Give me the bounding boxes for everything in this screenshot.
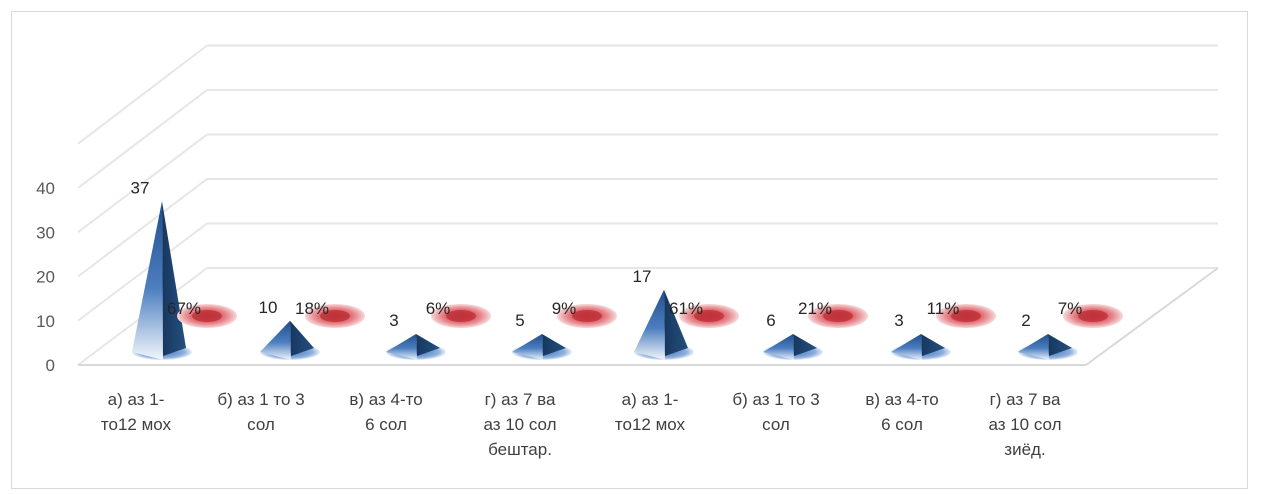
red-data-label: 6% bbox=[426, 299, 451, 318]
y-tick-label: 0 bbox=[46, 356, 55, 375]
x-category-label: в) аз 4-то 6 сол bbox=[865, 390, 938, 434]
gridline-side-5 bbox=[77, 44, 208, 145]
gridline-side-4 bbox=[77, 89, 208, 189]
blue-cone-shade bbox=[1048, 334, 1072, 356]
blue-data-label: 5 bbox=[515, 311, 524, 330]
gridline-side-1 bbox=[77, 222, 208, 322]
blue-cone-shade bbox=[793, 334, 817, 356]
y-tick-label: 40 bbox=[36, 179, 55, 198]
blue-cone bbox=[132, 201, 163, 360]
red-disc-core bbox=[1078, 310, 1108, 322]
x-category-label: г) аз 7 ва аз 10 сол зиёд. bbox=[988, 390, 1061, 459]
x-category-label: г) аз 7 ва аз 10 сол бештар. bbox=[483, 390, 556, 459]
floor-right-edge bbox=[1085, 267, 1219, 366]
red-data-label: 11% bbox=[927, 299, 960, 318]
x-category-label: а) аз 1-то12 мох bbox=[615, 390, 686, 434]
y-tick-label: 20 bbox=[36, 268, 55, 287]
red-data-label: 9% bbox=[552, 299, 577, 318]
red-data-label: 67% bbox=[167, 299, 201, 318]
blue-cone-shade bbox=[290, 320, 314, 356]
blue-cone bbox=[891, 334, 922, 360]
blue-cone-shade bbox=[162, 201, 186, 356]
red-disc-core bbox=[192, 310, 222, 322]
blue-data-label: 10 bbox=[259, 298, 278, 317]
red-disc-core bbox=[320, 310, 350, 322]
blue-data-label: 6 bbox=[766, 311, 775, 330]
blue-data-label: 3 bbox=[389, 311, 398, 330]
red-data-label: 7% bbox=[1058, 299, 1083, 318]
x-category-label: в) аз 4-то 6 сол bbox=[349, 390, 422, 434]
y-tick-label: 30 bbox=[36, 223, 55, 242]
red-data-label: 61% bbox=[669, 299, 703, 318]
blue-cone-shade bbox=[542, 334, 566, 356]
red-disc-core bbox=[694, 310, 724, 322]
blue-data-label: 17 bbox=[633, 267, 652, 286]
y-tick-label: 10 bbox=[36, 312, 55, 331]
blue-cone-shade bbox=[416, 334, 440, 356]
blue-data-label: 3 bbox=[894, 311, 903, 330]
red-disc-core bbox=[572, 310, 602, 322]
blue-cone-shade bbox=[664, 289, 688, 356]
x-axis-categories: а) аз 1-то12 мох б) аз 1 то 3 сол в) аз 4-т… bbox=[101, 390, 1062, 459]
gridline-side-2 bbox=[77, 178, 208, 278]
x-category-label: а) аз 1-то12 мох bbox=[101, 390, 172, 434]
gridlines bbox=[77, 44, 1219, 366]
red-disc-core bbox=[951, 310, 981, 322]
blue-cone bbox=[512, 334, 543, 360]
blue-cone bbox=[634, 289, 665, 360]
red-data-label: 18% bbox=[295, 299, 329, 318]
blue-cone bbox=[260, 320, 291, 360]
red-data-label: 21% bbox=[798, 299, 832, 318]
blue-cone bbox=[763, 334, 794, 360]
series-marks bbox=[132, 201, 1123, 360]
x-category-label: б) аз 1 то 3 сол bbox=[732, 390, 819, 434]
data-labels: 37 67% 10 18% 3 6% 5 9% 17 61% 6 21% 3 11% 2 7% bbox=[131, 178, 1083, 330]
blue-data-label: 2 bbox=[1021, 311, 1030, 330]
y-axis: 0 10 20 30 40 bbox=[36, 179, 55, 375]
blue-data-label: 37 bbox=[131, 178, 150, 197]
x-category-label: б) аз 1 то 3 сол bbox=[217, 390, 304, 434]
red-disc-core bbox=[446, 310, 476, 322]
blue-cone-shade bbox=[921, 334, 945, 356]
blue-cone bbox=[1018, 334, 1049, 360]
gridline-side-3 bbox=[77, 133, 208, 234]
red-disc-core bbox=[823, 310, 853, 322]
blue-cone bbox=[386, 334, 417, 360]
